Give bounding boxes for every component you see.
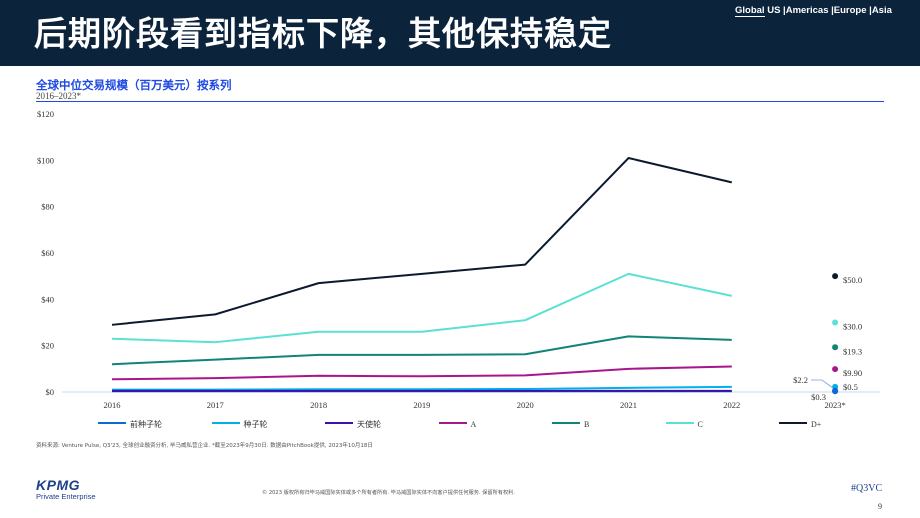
legend-swatch	[211, 422, 240, 424]
legend-label: D+	[811, 420, 822, 429]
legend-label: C	[697, 420, 703, 429]
kpmg-logo: KPMG Private Enterprise	[36, 478, 96, 502]
legend-swatch	[98, 422, 126, 424]
chart-title: 全球中位交易规模（百万美元）按系列	[36, 78, 232, 92]
legend-label: A	[470, 420, 477, 429]
logo-subtitle: Private Enterprise	[36, 492, 96, 501]
legend-swatch	[552, 422, 580, 424]
y-tick-label: $100	[37, 155, 54, 165]
legend-swatch	[779, 422, 807, 424]
x-tick-label: 2021	[620, 400, 637, 410]
point-2023	[832, 273, 839, 280]
series-line	[112, 385, 732, 391]
y-tick-label: $120	[37, 109, 54, 119]
series-line	[111, 335, 732, 366]
source-footnote: 资料来源: Venture Pulse, Q3'23, 全球创业融资分析, 毕马…	[36, 443, 373, 449]
legend-label: B	[584, 420, 590, 429]
label-leader-line	[811, 379, 834, 389]
page-title: 后期阶段看到指标下降，其他保持稳定	[34, 14, 612, 53]
page-number: 9	[878, 502, 882, 511]
x-tick-label: 2018	[310, 400, 327, 410]
data-label-2023: $0.5	[843, 382, 858, 392]
data-label-2023: $2.2	[793, 375, 808, 385]
point-2023	[832, 388, 839, 395]
title-divider	[36, 101, 884, 102]
y-tick-label: $80	[41, 202, 54, 212]
data-label-2023: $9.90	[843, 368, 862, 378]
point-2023	[832, 366, 839, 373]
legend-swatch	[665, 422, 694, 424]
copyright-text: © 2023 版权所有归毕马威国际实体或多个所有者所有. 毕马威国际实体不向客户…	[262, 490, 515, 496]
point-2023	[832, 344, 839, 351]
nav-item-global[interactable]: Global	[735, 5, 765, 17]
legend-swatch	[325, 422, 353, 424]
series-line	[111, 272, 733, 344]
nav-item-europe[interactable]: |Europe	[831, 5, 867, 16]
data-label-2023: $19.3	[843, 346, 862, 356]
x-tick-label: 2020	[517, 400, 534, 410]
data-label-2023: $50.0	[843, 275, 862, 285]
series-line	[111, 365, 732, 381]
x-tick-label: 2022	[723, 400, 740, 410]
nav-item-asia[interactable]: |Asia	[869, 5, 892, 16]
data-label-2023: $0.3	[811, 392, 826, 402]
y-tick-label: $20	[41, 341, 54, 351]
region-nav: Global US |Americas |Europe |Asia	[735, 5, 892, 17]
series-line	[111, 157, 733, 326]
data-label-2023: $30.0	[843, 322, 862, 332]
line-chart: $0 $20 $40 $60 $80 $100 $120 2016 2017 2018 2019 20…	[37, 109, 880, 410]
logo-mark: KPMG	[36, 477, 80, 493]
x-tick-label: 2023*	[824, 400, 845, 410]
chart-period: 2016–2023*	[36, 91, 81, 101]
legend-label: 种子轮	[243, 420, 268, 429]
point-2023	[832, 319, 839, 326]
legend-label: 前种子轮	[130, 420, 162, 429]
x-tick-label: 2017	[207, 400, 224, 410]
y-tick-label: $0	[46, 387, 55, 397]
hashtag: #Q3VC	[851, 483, 883, 494]
nav-item-us[interactable]: US	[767, 5, 781, 16]
legend-label: 天使轮	[357, 420, 381, 429]
x-tick-label: 2016	[104, 400, 121, 410]
legend-swatch	[438, 422, 467, 424]
y-tick-label: $40	[41, 294, 54, 304]
nav-item-americas[interactable]: |Americas	[783, 5, 829, 16]
header-bar: 后期阶段看到指标下降，其他保持稳定 Global US |Americas |E…	[0, 0, 920, 66]
y-tick-label: $60	[41, 248, 54, 258]
x-tick-label: 2019	[413, 400, 430, 410]
